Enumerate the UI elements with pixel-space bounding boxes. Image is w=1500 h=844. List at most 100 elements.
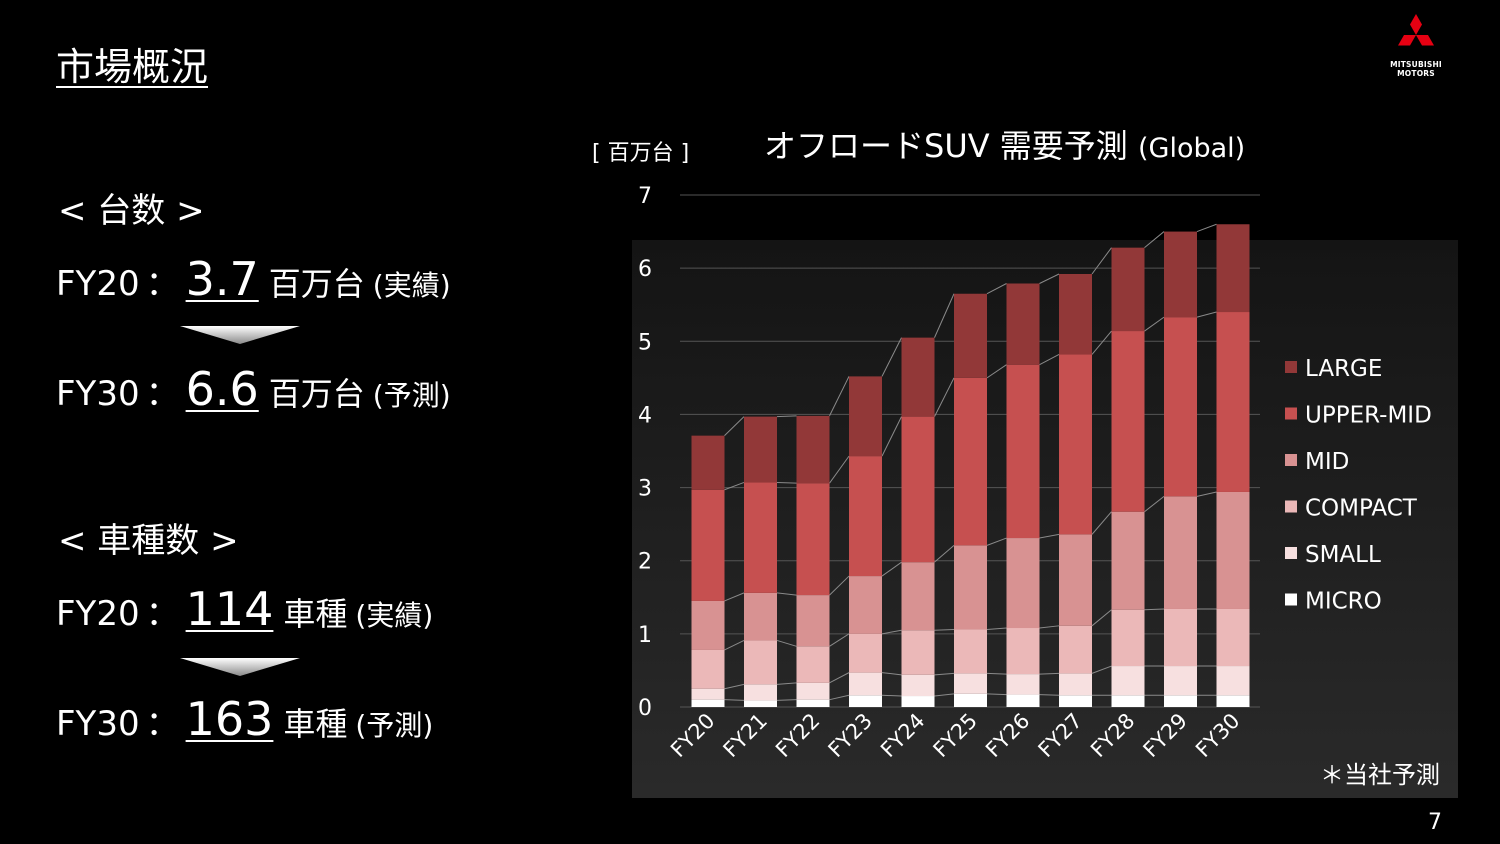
series-connector-line: [986, 627, 1007, 630]
series-connector-line: [881, 694, 902, 697]
series-connector-line: [881, 672, 902, 676]
row-colon: ：: [145, 704, 180, 744]
bar-segment-compact: [691, 649, 725, 689]
bar-segment-small: [954, 673, 987, 694]
series-connector-line: [724, 416, 745, 436]
bar-segment-large: [1006, 283, 1040, 365]
x-tick-label: FY26: [981, 709, 1034, 762]
row-colon: ：: [145, 264, 180, 304]
bar-segment-compact: [744, 640, 777, 685]
bar-segment-mid: [691, 600, 725, 650]
y-tick-label: 4: [638, 403, 652, 428]
series-connector-line: [776, 699, 797, 701]
bar-segment-micro: [901, 696, 935, 707]
series-connector-line: [986, 672, 1007, 675]
series-connector-line: [1144, 316, 1165, 332]
series-connector-line: [1091, 247, 1112, 275]
legend-label: SMALL: [1305, 542, 1381, 568]
row-unit: 車種: [283, 705, 348, 743]
series-connector-line: [934, 544, 955, 563]
series-connector-line: [881, 561, 902, 577]
x-tick-label: FY21: [719, 709, 772, 762]
bar-segment-large: [901, 337, 935, 417]
row-fy: FY20: [56, 594, 140, 634]
series-connector-line: [776, 682, 797, 685]
series-connector-line: [1039, 694, 1060, 696]
bar-segment-micro: [1006, 694, 1040, 707]
bar-segment-micro: [744, 700, 777, 707]
units-row-fy30: FY30： 6.6 百万台 (予測): [56, 366, 451, 412]
models-heading: < 車種数 >: [58, 521, 239, 561]
bar-segment-mid: [849, 576, 882, 634]
series-connector-line: [881, 629, 902, 635]
row-fy: FY30: [56, 704, 140, 744]
bar-segment-upper-mid: [691, 489, 725, 601]
chart-title: オフロードSUV 需要予測 (Global): [764, 130, 1245, 162]
bar-segment-compact: [1216, 608, 1250, 667]
legend-label: LARGE: [1305, 356, 1382, 382]
forecast-note: ＊当社予測: [1320, 761, 1440, 789]
x-tick-label: FY27: [1034, 709, 1087, 762]
legend-label: MICRO: [1305, 589, 1382, 615]
legend-swatch-compact: [1285, 500, 1297, 513]
series-connector-line: [776, 639, 797, 647]
down-arrow-icon: [180, 658, 300, 676]
bar-segment-mid: [796, 595, 830, 647]
x-tick-label: FY25: [929, 709, 982, 762]
series-connector-line: [881, 416, 902, 457]
legend-label: UPPER-MID: [1305, 403, 1432, 429]
y-tick-label: 3: [638, 477, 652, 502]
bar-segment-upper-mid: [1164, 317, 1197, 497]
bar-segment-micro: [1216, 695, 1250, 707]
bar-segment-upper-mid: [1111, 331, 1145, 512]
row-unit: 百万台: [268, 265, 365, 303]
series-connector-line: [934, 672, 955, 676]
x-tick-label: FY24: [876, 709, 929, 762]
series-connector-line: [986, 283, 1007, 295]
bar-segment-large: [796, 415, 830, 484]
x-tick-label: FY23: [824, 709, 877, 762]
series-connector-line: [724, 592, 745, 602]
bar-segment-large: [954, 293, 987, 378]
row-note: (予測): [355, 709, 434, 742]
bar-segment-large: [691, 435, 725, 490]
series-connector-line: [1196, 223, 1217, 233]
y-tick-label: 7: [638, 184, 652, 209]
legend-label: COMPACT: [1305, 496, 1418, 522]
row-value: 114: [185, 582, 274, 636]
row-fy: FY20: [56, 264, 140, 304]
bar-segment-small: [1216, 666, 1250, 696]
bar-segment-upper-mid: [796, 483, 830, 596]
bar-segment-mid: [1216, 491, 1250, 609]
bar-segment-mid: [1059, 534, 1092, 626]
series-connector-line: [1039, 354, 1060, 366]
series-connector-line: [829, 455, 850, 484]
page-number: 7: [1428, 810, 1442, 835]
bar-segment-small: [901, 674, 935, 697]
bar-segment-compact: [1164, 608, 1197, 667]
bar-segment-large: [1111, 247, 1145, 332]
series-connector-line: [829, 376, 850, 417]
series-connector-line: [829, 575, 850, 596]
series-connector-line: [1091, 665, 1112, 674]
bar-segment-small: [1111, 666, 1145, 696]
y-tick-label: 2: [638, 550, 652, 575]
series-connector-line: [986, 693, 1007, 696]
x-tick-label: FY22: [771, 709, 824, 762]
three-diamonds-icon: [1398, 14, 1434, 46]
series-connector-line: [776, 592, 797, 596]
y-tick-label: 6: [638, 257, 652, 282]
y-tick-label: 5: [638, 330, 652, 355]
series-connector-line: [776, 415, 797, 418]
chart-unit-label: [ 百万台 ]: [592, 141, 690, 166]
series-connector-line: [724, 699, 745, 701]
series-connector-line: [724, 639, 745, 651]
series-connector-line: [724, 683, 745, 690]
bar-segment-micro: [1111, 695, 1145, 707]
series-connector-line: [724, 481, 745, 491]
bar-segment-large: [1059, 273, 1092, 355]
series-connector-line: [881, 337, 902, 377]
series-connector-line: [1144, 608, 1165, 611]
bar-segment-small: [1059, 673, 1092, 696]
